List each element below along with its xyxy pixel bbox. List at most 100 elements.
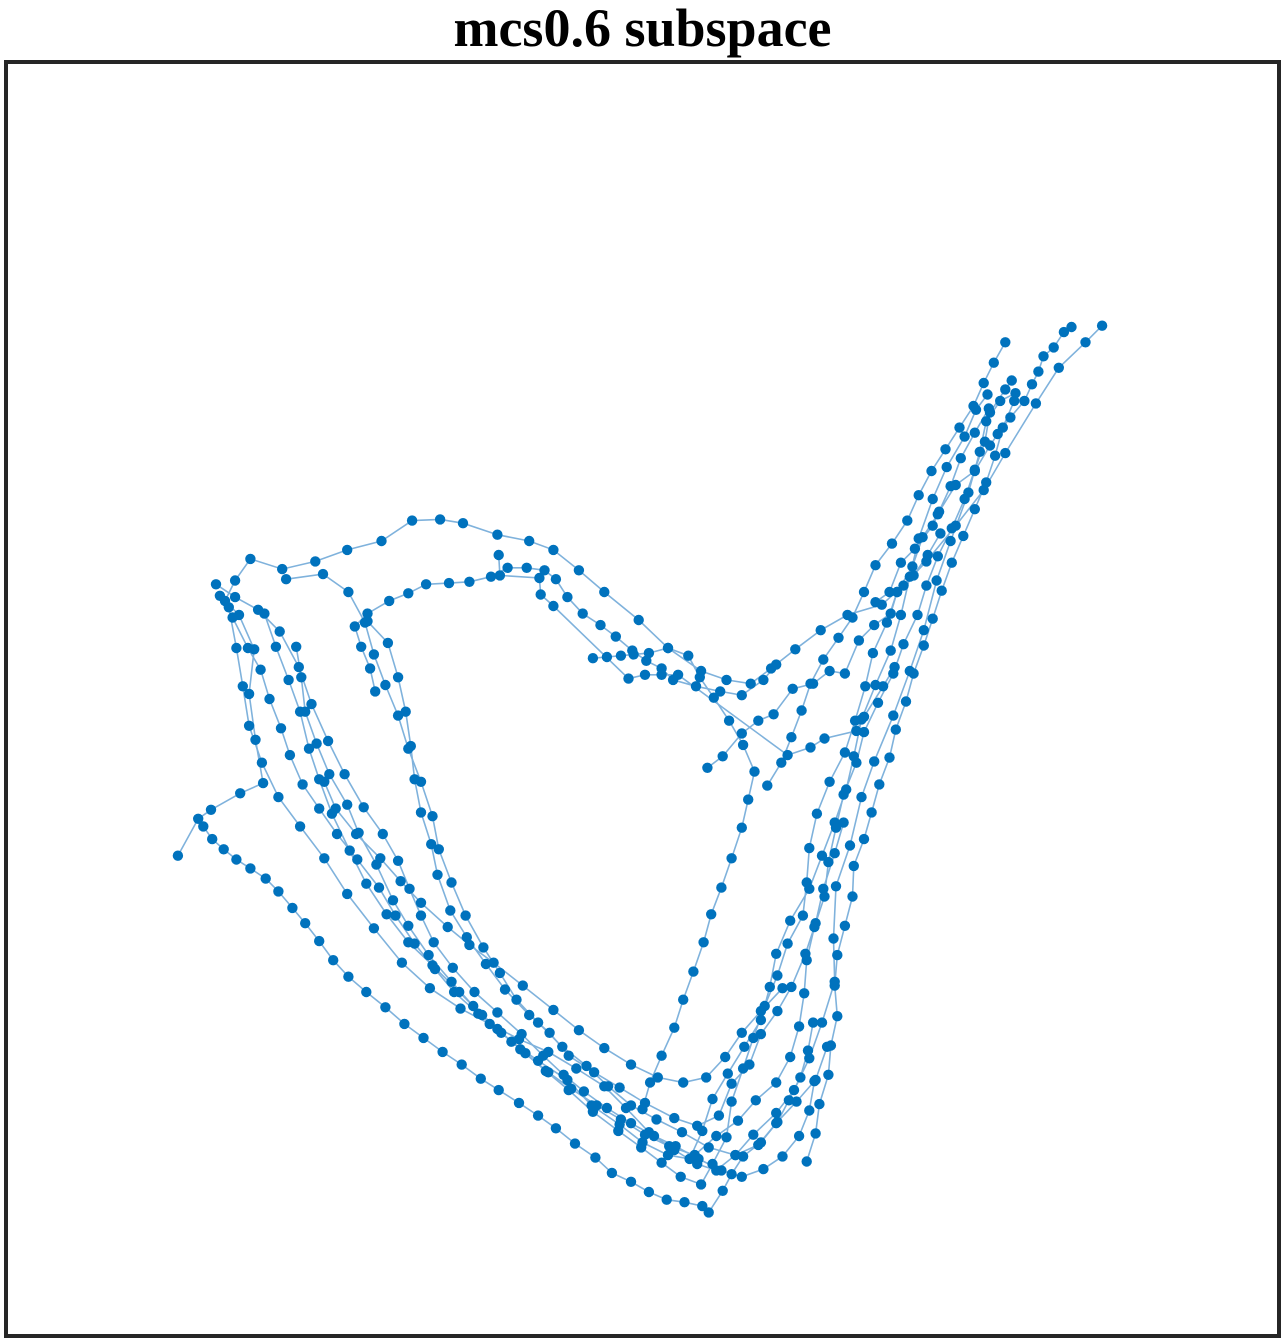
data-point [214,590,226,601]
data-point [400,706,411,717]
data-point [615,1114,627,1125]
data-point [932,551,943,562]
data-point [721,674,732,686]
data-point [492,529,503,540]
data-point [625,1118,637,1129]
data-point [869,619,880,631]
data-point [776,757,787,768]
data-point [656,1157,667,1168]
data-point [927,520,938,531]
data-point [275,723,287,734]
data-point [777,1151,788,1162]
data-point [927,613,938,624]
data-point [726,1078,737,1089]
data-point [415,910,427,921]
data-point [793,1130,805,1142]
data-point [291,641,302,652]
data-point [231,642,242,654]
data-point [229,591,241,603]
data-point [331,828,343,840]
data-point [520,1048,531,1059]
data-point [573,1025,585,1036]
data-point [293,661,304,673]
data-point [804,1105,815,1116]
data-point [368,649,380,660]
data-point [830,881,842,892]
data-point [534,572,545,584]
data-point [713,1110,725,1121]
data-point [636,1142,647,1153]
data-point [824,776,835,787]
data-point [550,574,562,585]
data-point [807,1017,819,1028]
series-line-3 [295,408,990,1186]
data-point [373,882,385,893]
data-point [1053,362,1065,373]
data-point [726,853,737,864]
data-point [311,738,322,749]
data-point [860,681,871,692]
data-point [797,910,809,921]
data-point [810,1128,821,1139]
data-point [799,988,810,999]
data-point [941,461,952,473]
data-point [736,1027,747,1039]
data-point [922,549,933,561]
data-point [692,1120,703,1132]
data-point [907,561,918,572]
data-point [708,692,719,703]
data-point [739,1041,750,1053]
data-point [493,549,504,561]
data-point [406,515,418,526]
data-point [426,839,437,850]
data-point [895,609,907,621]
data-point [717,1185,728,1197]
data-point [532,1017,544,1028]
data-point [493,1084,504,1096]
data-point [314,935,325,947]
data-point [737,1151,749,1162]
data-point [615,650,627,661]
data-point [726,1096,737,1107]
data-point [473,1008,484,1019]
data-point [1000,384,1011,395]
data-point [969,427,980,438]
data-point [539,565,550,576]
data-point [858,586,870,598]
data-point [1010,388,1021,399]
data-points [172,320,1108,1218]
series-line-1 [228,392,1016,1172]
data-point [294,821,306,832]
data-point [839,747,851,758]
data-point [698,937,709,948]
data-point [517,980,528,991]
data-point [936,585,947,596]
data-point [484,1018,495,1030]
data-point [801,955,812,966]
data-point [399,1018,410,1030]
data-point [544,1027,555,1039]
data-point [786,981,797,993]
data-point [210,579,222,590]
data-point [955,453,966,464]
data-point [468,1000,479,1012]
data-point [361,878,372,889]
data-point [625,1100,637,1111]
data-point [445,905,456,916]
data-point [737,739,749,751]
data-point [356,641,367,652]
data-point [362,608,373,619]
data-point [643,1186,655,1198]
data-point [804,842,815,854]
data-point [511,994,522,1005]
data-point [437,1046,448,1058]
data-point [392,672,404,683]
data-point [703,1207,714,1218]
data-point [989,450,1001,461]
data-point [788,1084,800,1096]
data-point [418,1032,429,1044]
data-point [969,465,980,477]
data-point [867,647,879,659]
data-point [342,799,353,810]
data-point [736,728,747,739]
